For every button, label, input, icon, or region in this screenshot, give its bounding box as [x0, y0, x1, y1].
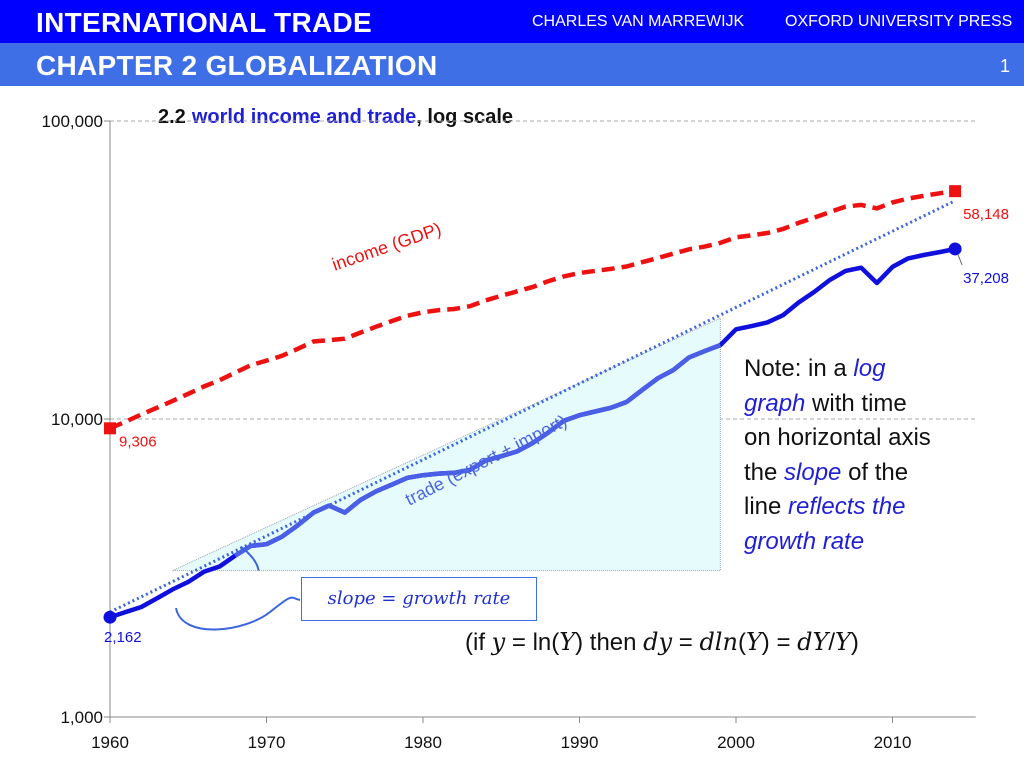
- formula-part: =: [672, 629, 700, 656]
- formula-part: /: [828, 629, 836, 656]
- x-tick-label: 1990: [561, 733, 599, 752]
- formula-var: dln: [699, 628, 738, 656]
- author-name: CHARLES VAN MARREWIJK: [532, 13, 745, 30]
- income-end-marker: [949, 185, 962, 198]
- y-tick-label: 1,000: [60, 708, 103, 727]
- chart-title-number: 2.2: [158, 106, 186, 128]
- slope-equals-growth-rate-box: slope = growth rate: [301, 577, 537, 621]
- formula-var: Y: [835, 628, 851, 656]
- income-start-marker: [104, 422, 116, 435]
- note-text: the: [744, 458, 785, 486]
- formula-part: ) then: [575, 629, 644, 656]
- chart-title-suffix: , log scale: [416, 106, 513, 128]
- income-series-label: income (GDP): [329, 219, 443, 275]
- chart-title: 2.2 world income and trade, log scale: [158, 106, 513, 128]
- formula-var: dy: [643, 628, 673, 656]
- formula-var: Y: [745, 628, 762, 656]
- slope-angle-arc: [239, 545, 260, 571]
- trade-start-label: 2,162: [104, 629, 142, 646]
- header-bar-bottom: [0, 43, 1024, 86]
- log-derivative-formula: (if y = ln(Y) then dy = dln(Y) = dY/Y): [465, 628, 859, 657]
- trade-start-marker: [103, 610, 117, 624]
- x-tick-label: 2010: [874, 733, 912, 752]
- formula-part: ): [850, 629, 859, 656]
- income-start-label: 9,306: [119, 433, 157, 450]
- publisher-name: OXFORD UNIVERSITY PRESS: [785, 13, 1013, 30]
- chart-title-main: world income and trade: [191, 106, 416, 128]
- formula-part: = ln(: [505, 629, 560, 656]
- income-end-label: 58,148: [963, 206, 1009, 223]
- formula-var: Y: [559, 628, 576, 656]
- log-graph-note: Note: in a log graph with time on horizo…: [744, 352, 984, 559]
- note-emphasis-graph: graph: [744, 389, 806, 417]
- note-text: with time: [805, 389, 907, 417]
- formula-part: (if: [465, 629, 492, 656]
- formula-part: (: [737, 629, 746, 656]
- trade-line-highlight: [234, 342, 722, 558]
- header-bar-top: [0, 0, 1024, 43]
- note-text: line: [744, 493, 789, 520]
- trade-end-leader: [957, 254, 963, 266]
- x-tick-label: 1970: [248, 733, 286, 752]
- note-text: Note: in a: [744, 355, 854, 382]
- x-tick-label: 2000: [717, 733, 755, 752]
- trade-end-marker: [948, 242, 962, 256]
- note-text: on horizontal axis: [744, 424, 931, 451]
- page-number: 1: [1000, 56, 1011, 76]
- formula-part: ) =: [761, 629, 798, 656]
- chapter-title: CHAPTER 2 GLOBALIZATION: [36, 50, 438, 81]
- book-title: INTERNATIONAL TRADE: [36, 7, 372, 38]
- y-tick-label: 100,000: [42, 112, 103, 131]
- note-emphasis-log: log: [853, 355, 886, 382]
- note-emphasis-reflects: reflects the: [788, 493, 906, 520]
- y-tick-label: 10,000: [51, 410, 103, 429]
- slope-connector-curve: [175, 596, 301, 631]
- note-emphasis-growth-rate: growth rate: [744, 527, 865, 555]
- x-tick-label: 1980: [404, 733, 442, 752]
- note-text: of the: [841, 458, 909, 486]
- formula-var: y: [491, 628, 506, 656]
- x-tick-label: 1960: [91, 733, 129, 752]
- trade-end-label: 37,208: [963, 270, 1009, 287]
- note-emphasis-slope: slope: [784, 458, 842, 486]
- formula-var: dY: [797, 628, 829, 656]
- income-line: [109, 188, 956, 431]
- trend-line: [109, 199, 956, 614]
